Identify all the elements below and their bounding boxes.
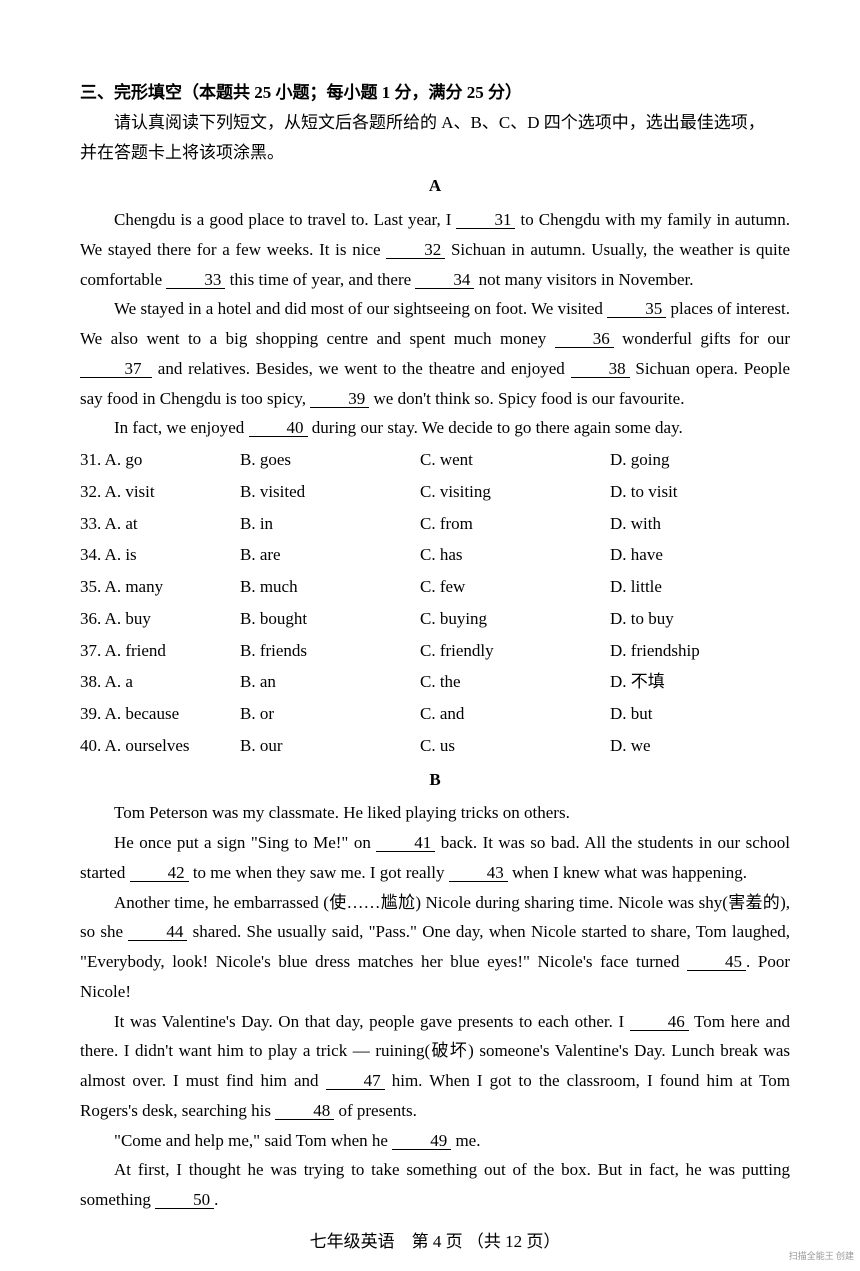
text: He once put a sign "Sing to Me!" on [114,833,376,852]
opt: B. our [240,731,420,761]
text: Chengdu is a good place to travel to. La… [114,210,456,229]
opt: D. going [610,445,790,475]
page-footer: 七年级英语 第 4 页 （共 12 页） [80,1227,790,1257]
opt: D. 不填 [610,667,790,697]
opt: D. to visit [610,477,790,507]
text: It was Valentine's Day. On that day, peo… [114,1012,630,1031]
opt: B. much [240,572,420,602]
blank-45: 45 [687,953,746,971]
section-title: 三、完形填空（本题共 25 小题；每小题 1 分，满分 25 分） [80,78,790,108]
passage-b-p1: Tom Peterson was my classmate. He liked … [80,798,790,828]
opt: 32. A. visit [80,477,240,507]
opt: 35. A. many [80,572,240,602]
text: me. [451,1131,480,1150]
text: when I knew what was happening. [508,863,747,882]
opt: 37. A. friend [80,636,240,666]
text: . [214,1190,218,1209]
opt: B. goes [240,445,420,475]
blank-40: 40 [249,419,308,437]
blank-35: 35 [607,300,666,318]
opt: C. us [420,731,610,761]
opt: D. with [610,509,790,539]
opt: B. friends [240,636,420,666]
text: this time of year, and there [225,270,415,289]
opt: D. have [610,540,790,570]
passage-b-p2: He once put a sign "Sing to Me!" on 41 b… [80,828,790,888]
blank-48: 48 [275,1102,334,1120]
blank-49: 49 [392,1132,451,1150]
text: and relatives. Besides, we went to the t… [152,359,571,378]
blank-38: 38 [571,360,630,378]
text: of presents. [334,1101,417,1120]
text: "Come and help me," said Tom when he [114,1131,392,1150]
opt: C. and [420,699,610,729]
blank-47: 47 [326,1072,385,1090]
blank-44: 44 [128,923,187,941]
instruction-line2: 并在答题卡上将该项涂黑。 [80,138,790,168]
blank-46: 46 [630,1013,689,1031]
passage-a-p2: We stayed in a hotel and did most of our… [80,294,790,413]
opt: C. visiting [420,477,610,507]
watermark: 扫描全能王 创建 [789,1249,854,1265]
text: to me when they saw me. I got really [189,863,449,882]
instruction-line1: 请认真阅读下列短文，从短文后各题所给的 A、B、C、D 四个选项中，选出最佳选项… [80,108,790,138]
opt: 38. A. a [80,667,240,697]
passage-b-p4: It was Valentine's Day. On that day, peo… [80,1007,790,1126]
opt: 36. A. buy [80,604,240,634]
opt: C. few [420,572,610,602]
blank-39: 39 [310,390,369,408]
opt: C. buying [420,604,610,634]
blank-41: 41 [376,834,435,852]
opt: D. we [610,731,790,761]
opt: 39. A. because [80,699,240,729]
opt: B. in [240,509,420,539]
opt: C. went [420,445,610,475]
text: In fact, we enjoyed [114,418,249,437]
opt: D. little [610,572,790,602]
opt: D. but [610,699,790,729]
blank-43: 43 [449,864,508,882]
passage-b-p3: Another time, he embarrassed (使……尴尬) Nic… [80,888,790,1007]
opt: D. to buy [610,604,790,634]
passage-b-p5: "Come and help me," said Tom when he 49 … [80,1126,790,1156]
text: We stayed in a hotel and did most of our… [114,299,607,318]
passage-a-p1: Chengdu is a good place to travel to. La… [80,205,790,294]
blank-37: 37 [80,360,152,378]
section-title-text: 三、完形填空（本题共 25 小题；每小题 1 分，满分 25 分） [80,83,522,102]
text: not many visitors in November. [474,270,693,289]
opt: 40. A. ourselves [80,731,240,761]
blank-42: 42 [130,864,189,882]
blank-50: 50 [155,1191,214,1209]
passage-a-label: A [80,171,790,201]
text: wonderful gifts for our [614,329,790,348]
passage-b-p6: At first, I thought he was trying to tak… [80,1155,790,1215]
blank-34: 34 [415,271,474,289]
blank-33: 33 [166,271,225,289]
opt: C. friendly [420,636,610,666]
opt: 31. A. go [80,445,240,475]
text: we don't think so. Spicy food is our fav… [369,389,684,408]
opt: B. visited [240,477,420,507]
blank-32: 32 [386,241,445,259]
passage-a-p3: In fact, we enjoyed 40 during our stay. … [80,413,790,443]
text: during our stay. We decide to go there a… [308,418,683,437]
text: shared. She usually said, "Pass." One da… [80,922,790,971]
opt: 34. A. is [80,540,240,570]
passage-b-label: B [80,765,790,795]
opt: D. friendship [610,636,790,666]
blank-31: 31 [456,211,515,229]
opt: C. has [420,540,610,570]
blank-36: 36 [555,330,614,348]
opt: B. an [240,667,420,697]
options-grid-a: 31. A. goB. goesC. wentD. going 32. A. v… [80,445,790,761]
opt: B. bought [240,604,420,634]
opt: C. from [420,509,610,539]
opt: C. the [420,667,610,697]
opt: B. are [240,540,420,570]
opt: B. or [240,699,420,729]
opt: 33. A. at [80,509,240,539]
